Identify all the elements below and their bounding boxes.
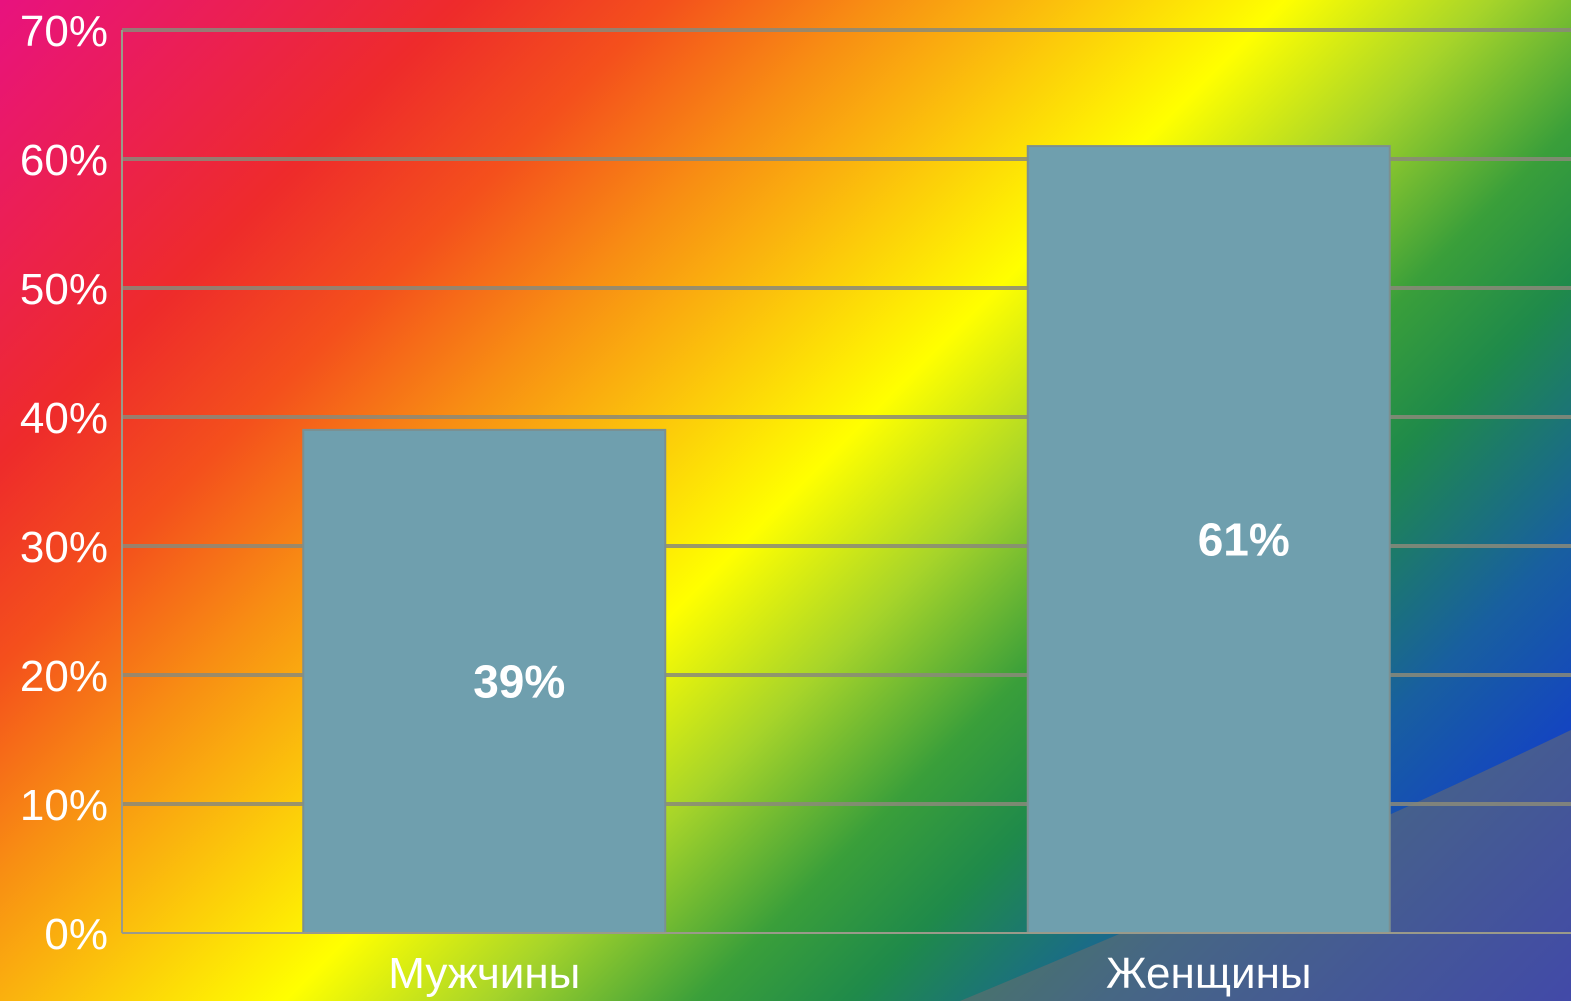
y-tick-label: 30% [20,523,108,572]
y-tick-label: 0% [44,910,108,959]
y-tick-label: 50% [20,265,108,314]
data-labels: 39% 61% [473,514,1290,708]
y-tick-label: 70% [20,7,108,56]
bar [302,428,667,934]
category-labels: Мужчины Женщины [388,949,1311,998]
y-tick-label: 20% [20,652,108,701]
category-label: Женщины [1106,949,1312,998]
data-label: 39% [473,655,565,707]
y-tick-label: 60% [20,136,108,185]
category-label: Мужчины [388,949,580,998]
bar [1026,145,1391,935]
y-tick-label: 10% [20,781,108,830]
y-tick-labels: 0% 10% 20% 30% 40% 50% 60% 70% [20,7,108,959]
y-tick-label: 40% [20,394,108,443]
data-label: 61% [1198,514,1290,566]
axes [121,30,1571,934]
bars [302,145,1391,935]
